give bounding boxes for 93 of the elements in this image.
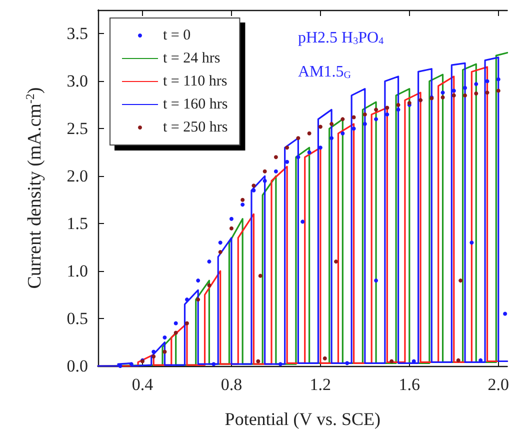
point xyxy=(334,260,338,264)
point xyxy=(456,358,460,362)
point xyxy=(345,361,350,366)
y-tick-label: 3.5 xyxy=(66,24,88,44)
x-tick-label: 0.8 xyxy=(220,375,242,394)
point xyxy=(340,117,345,122)
point xyxy=(285,160,290,164)
point xyxy=(463,86,468,90)
point xyxy=(207,260,212,264)
point xyxy=(118,364,122,368)
x-tick-label: 1.2 xyxy=(310,375,332,394)
point xyxy=(207,283,212,288)
point xyxy=(503,312,508,316)
point xyxy=(285,146,290,150)
point xyxy=(218,240,222,245)
point xyxy=(307,131,312,136)
point xyxy=(396,108,400,112)
y-tick-label: 2.5 xyxy=(66,119,88,138)
point xyxy=(330,136,334,140)
point xyxy=(258,274,262,278)
point xyxy=(212,362,216,366)
point xyxy=(229,216,234,221)
point xyxy=(385,106,390,110)
point xyxy=(485,79,490,84)
point xyxy=(470,240,474,245)
point xyxy=(385,112,390,116)
point xyxy=(452,93,456,98)
point xyxy=(463,93,468,98)
point xyxy=(152,354,156,359)
point xyxy=(278,362,282,366)
point xyxy=(196,278,200,283)
point xyxy=(196,298,200,302)
point xyxy=(340,131,345,136)
point xyxy=(162,336,167,340)
legend-label: t = 24 hrs xyxy=(163,50,220,66)
y-tick-label: 3.0 xyxy=(66,72,88,91)
point xyxy=(300,220,305,224)
point xyxy=(262,178,267,183)
point xyxy=(252,184,256,188)
point xyxy=(352,115,356,120)
point xyxy=(307,150,312,154)
point xyxy=(240,198,245,202)
point xyxy=(396,102,400,107)
y-tick-label: 1.0 xyxy=(66,262,88,281)
x-tick-label: 0.4 xyxy=(132,375,154,394)
point xyxy=(352,126,356,131)
x-tick-label: 2.0 xyxy=(488,375,509,394)
point xyxy=(390,359,394,364)
point xyxy=(256,359,260,364)
point xyxy=(322,356,327,360)
point xyxy=(374,117,378,122)
y-tick-label: 0.5 xyxy=(66,309,88,328)
point xyxy=(174,330,178,335)
point xyxy=(274,155,278,160)
point xyxy=(152,350,156,354)
x-axis-title: Potential (V vs. SCE) xyxy=(224,409,380,429)
point xyxy=(474,92,478,96)
point xyxy=(496,77,500,82)
point xyxy=(458,278,463,283)
point xyxy=(174,321,178,326)
point xyxy=(485,90,490,95)
point xyxy=(262,169,267,174)
point xyxy=(330,122,334,126)
point xyxy=(129,362,134,366)
y-axis-title: Current density (mA.cm-2) xyxy=(23,87,46,289)
y-tick-label: 0.0 xyxy=(66,356,88,376)
point xyxy=(374,278,378,283)
x-tick-label: 1.6 xyxy=(398,375,420,394)
point xyxy=(240,202,245,207)
point xyxy=(440,90,445,95)
point xyxy=(474,82,478,86)
y-tick-label: 2.0 xyxy=(66,166,88,186)
point xyxy=(362,112,367,116)
point xyxy=(440,95,445,100)
point xyxy=(229,226,234,230)
point xyxy=(184,321,189,326)
y-tick-label: 1.5 xyxy=(66,214,88,234)
point xyxy=(252,188,256,192)
point xyxy=(496,88,500,93)
point xyxy=(452,88,456,93)
legend-label: t = 160 hrs xyxy=(163,96,228,112)
point xyxy=(374,108,378,112)
point xyxy=(362,122,367,126)
point xyxy=(296,136,300,140)
point xyxy=(274,169,278,174)
point xyxy=(218,250,222,254)
point xyxy=(318,124,322,129)
point xyxy=(184,298,189,302)
legend-label: t = 250 hrs xyxy=(163,120,228,136)
point xyxy=(296,155,300,160)
legend-label: t = 110 hrs xyxy=(163,74,228,90)
point xyxy=(162,350,167,354)
legend-label: t = 0 xyxy=(163,28,191,44)
